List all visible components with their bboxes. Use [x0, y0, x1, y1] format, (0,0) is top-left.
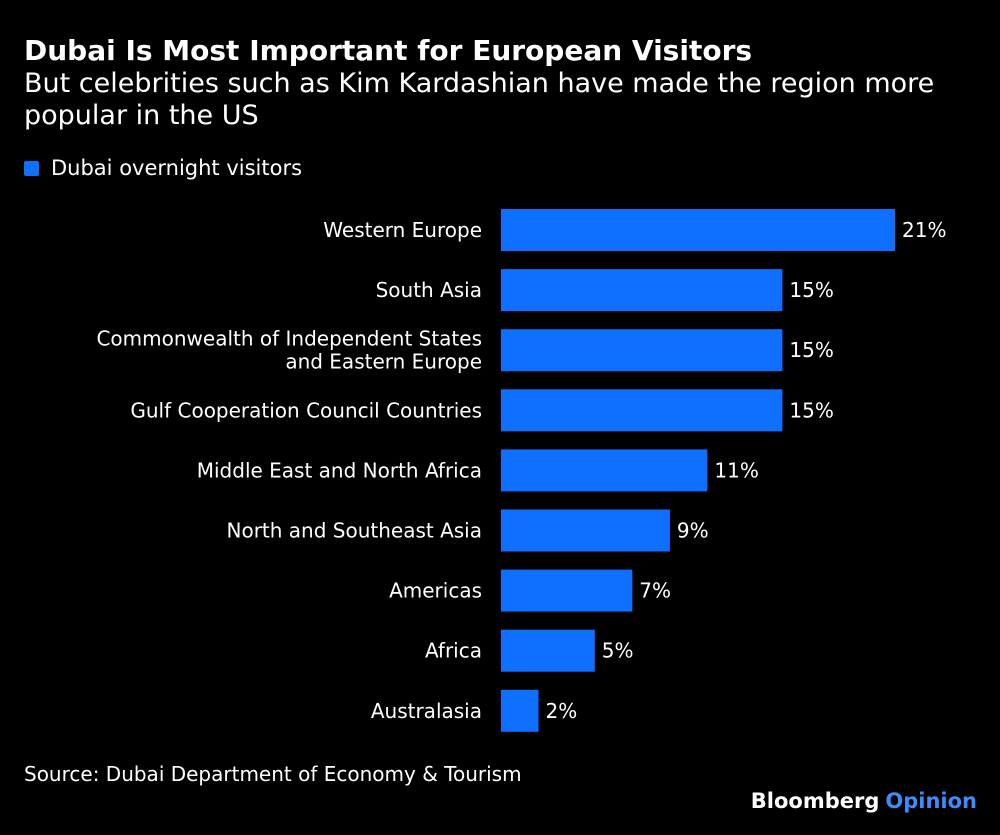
bar — [501, 689, 539, 732]
bar-chart: Western Europe 21% South Asia 15% Commonweal… — [96, 209, 946, 732]
branding: Bloomberg Opinion — [751, 787, 977, 815]
bar — [501, 269, 783, 312]
chart-title: Dubai Is Most Important for European Vis… — [24, 34, 753, 67]
value-label: 9% — [677, 519, 709, 543]
value-label: 15% — [789, 278, 833, 302]
category-label: Australasia — [371, 699, 482, 723]
bar — [501, 449, 708, 492]
bar — [501, 569, 633, 612]
category-label: North and Southeast Asia — [227, 519, 483, 543]
value-label: 5% — [602, 639, 634, 663]
category-label: and Eastern Europe — [285, 350, 482, 374]
bar — [501, 329, 783, 372]
value-label: 15% — [789, 338, 833, 362]
value-label: 21% — [902, 218, 946, 242]
legend: Dubai overnight visitors — [24, 154, 302, 182]
brand-suffix: Opinion — [885, 789, 977, 813]
chart-subtitle: But celebrities such as Kim Kardashian h… — [24, 68, 935, 131]
legend-swatch — [24, 160, 39, 176]
category-label: Commonwealth of Independent States — [96, 327, 482, 351]
legend-label: Dubai overnight visitors — [51, 156, 303, 180]
category-label: Africa — [425, 639, 482, 663]
category-label: Americas — [389, 579, 482, 603]
value-label: 7% — [639, 579, 671, 603]
category-label: South Asia — [376, 278, 482, 302]
bar — [501, 389, 783, 432]
bar — [501, 629, 595, 672]
value-label: 11% — [714, 458, 758, 482]
bar — [501, 209, 895, 251]
value-label: 15% — [789, 398, 833, 422]
category-label: Middle East and North Africa — [197, 458, 482, 482]
value-label: 2% — [546, 699, 578, 723]
category-label: Gulf Cooperation Council Countries — [130, 398, 482, 422]
bar — [501, 509, 670, 552]
brand-name: Bloomberg — [750, 789, 880, 813]
source-note: Source: Dubai Department of Economy & To… — [24, 762, 522, 786]
category-label: Western Europe — [323, 218, 482, 242]
